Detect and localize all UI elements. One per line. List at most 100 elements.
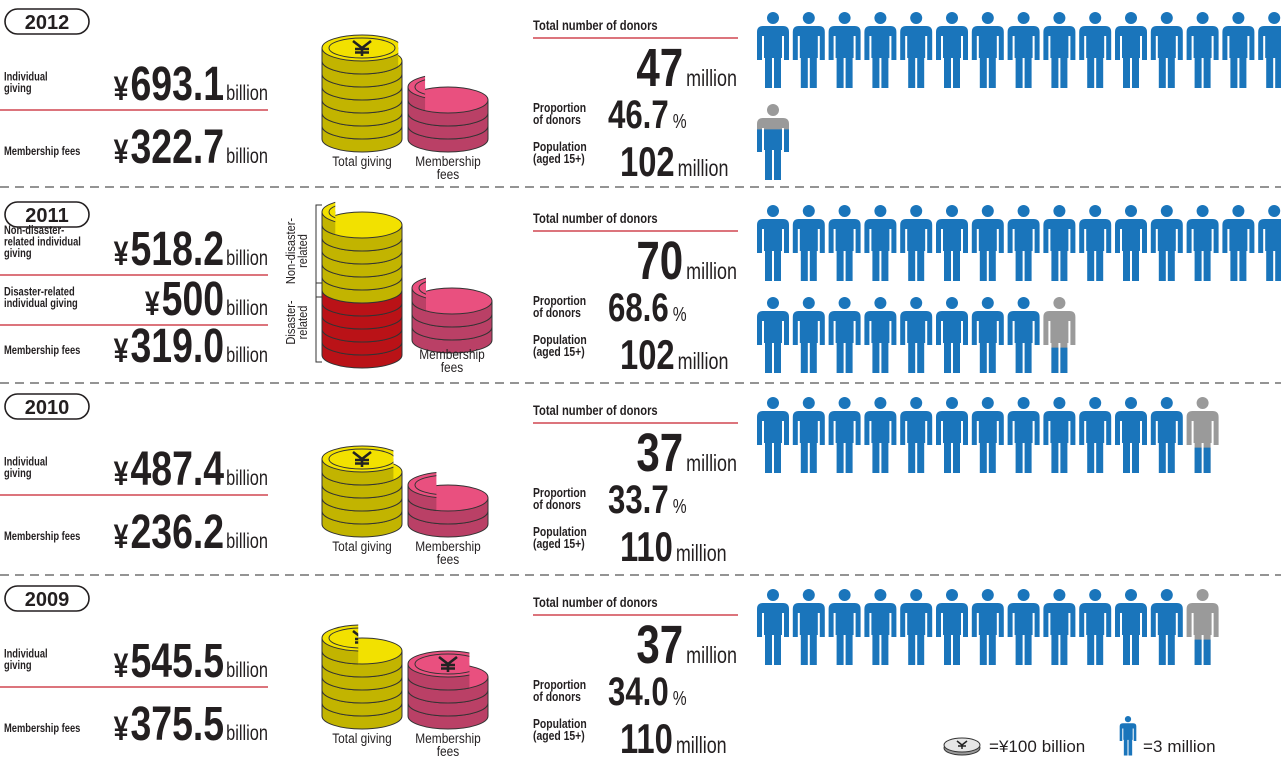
body [900,26,933,60]
donors-value: 37 [636,615,683,675]
head [1017,297,1030,309]
head [1017,397,1030,409]
body [900,411,933,445]
leg [1096,56,1104,88]
leg [800,441,808,473]
unit: million [678,349,729,375]
year-pill [4,585,90,612]
leg [1015,633,1023,665]
donors-value: 70 [636,231,683,291]
body [792,411,825,445]
person [1222,12,1255,88]
unit: billion [226,721,268,744]
head [1232,12,1245,24]
body [1043,603,1076,637]
person [828,589,861,665]
head [1017,205,1030,217]
partial-person [1186,397,1219,473]
leg [1024,633,1032,665]
head [946,397,958,409]
donors-label: Total number of donors [533,211,658,226]
unit: billion [226,81,268,104]
head [910,12,923,24]
legend-value: 3 [1153,737,1162,756]
currency: ¥ [114,518,129,556]
proportion-label: Proportion [533,486,586,500]
person [1079,12,1112,88]
person [792,12,825,88]
leg [1203,639,1211,665]
proportion-value: 68.6 [608,285,669,330]
leg [979,56,987,88]
body [971,411,1004,445]
body [757,603,789,637]
head [1017,12,1030,24]
body [1007,219,1040,253]
leg [988,341,996,373]
body [757,129,789,152]
person [864,297,897,373]
leg [1015,249,1023,281]
yen-glyph [956,740,968,749]
body [1258,26,1281,60]
head [874,205,887,217]
leg [845,249,853,281]
body [900,603,933,637]
leg [1239,56,1247,88]
person [900,297,933,373]
leg [1051,56,1059,88]
population-value: 102 [620,331,675,378]
person [792,397,825,473]
head [946,589,958,601]
coin-label: Membership [415,730,480,746]
leg [1096,249,1104,281]
coin-face [321,624,359,652]
leg [1096,441,1104,473]
giving-label: Disaster-related [4,285,75,298]
person [828,397,861,473]
currency: ¥ [114,647,129,685]
person [828,297,861,373]
person [1258,12,1281,88]
population-label: (aged 15+) [533,152,585,166]
head [946,205,958,217]
leg [872,441,880,473]
head [981,12,994,24]
unit: % [673,495,687,517]
person [828,12,861,88]
person [1043,12,1076,88]
proportion-label: Proportion [533,294,586,308]
unit: million [676,541,727,567]
leg [809,56,817,88]
person [971,589,1004,665]
leg [908,633,916,665]
leg [1060,441,1068,473]
partial-coin [407,650,470,691]
leg [1123,738,1128,756]
head [1017,589,1030,601]
giving-value: 487.4 [130,443,224,497]
person [1007,589,1040,665]
head [767,589,779,601]
unit: % [673,110,687,132]
leg [988,441,996,473]
unit: million [678,156,729,182]
population-label: (aged 15+) [533,537,585,551]
leg [944,56,951,88]
leg [809,633,817,665]
proportion-value: 34.0 [608,669,669,714]
head [1089,397,1102,409]
legend-person [1119,716,1137,756]
partial-coin [321,34,399,75]
leg [953,633,960,665]
body [1115,603,1147,637]
person [1043,589,1076,665]
unit: million [686,451,737,477]
leg [1194,639,1202,665]
head [874,12,887,24]
head [981,205,994,217]
year: 2009 [25,589,70,611]
person [864,205,897,281]
leg [1096,633,1104,665]
body [757,219,789,253]
